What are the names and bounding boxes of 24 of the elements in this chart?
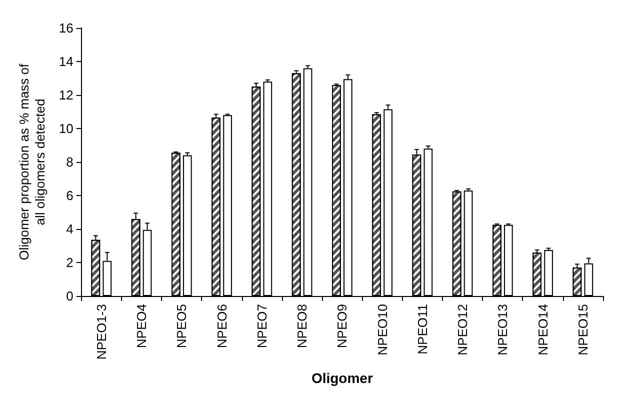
x-tick-label: NPEO14	[535, 304, 550, 356]
x-tick-label: NPEO11	[414, 304, 430, 354]
y-tick-label: 12	[58, 88, 74, 102]
x-tick-label: NPEO6	[214, 304, 230, 348]
x-tick-label: NPEO8	[294, 304, 310, 348]
x-tick-label: NPEO7	[254, 304, 270, 348]
y-tick-label: 14	[58, 54, 74, 69]
x-tick-label: NPEO12	[455, 304, 470, 356]
y-tick-label: 10	[58, 121, 74, 136]
x-tick-label: NPEO4	[134, 304, 150, 348]
x-axis-title: Oligomer	[311, 370, 374, 386]
x-tick-label: NPEO9	[334, 304, 350, 348]
y-tick-label: 4	[66, 222, 74, 236]
x-tick-label: NPEO15	[575, 304, 590, 356]
y-tick-label: 8	[66, 154, 74, 170]
y-tick-label: 2	[66, 255, 74, 270]
y-tick-label: 6	[66, 188, 74, 203]
x-tick-label: NPEO13	[495, 304, 510, 356]
y-tick-label: 0	[66, 288, 74, 304]
x-tick-label: NPEO10	[374, 304, 390, 356]
y-axis-title: Oligomer proportion as % mass of all oligomers detected	[16, 63, 48, 260]
x-tick-label: NPEO1-3	[94, 304, 109, 360]
y-tick-label: 16	[58, 20, 74, 36]
x-tick-label: NPEO5	[174, 304, 190, 348]
